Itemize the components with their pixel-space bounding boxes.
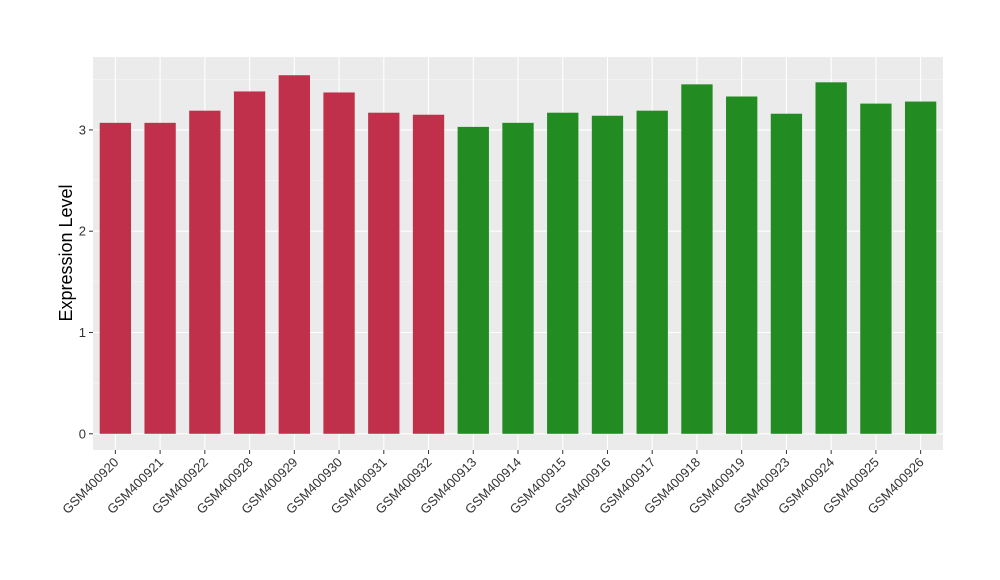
bar-GSM400931 — [368, 112, 400, 434]
bar-GSM400932 — [412, 114, 445, 434]
bar-GSM400925 — [860, 103, 892, 434]
bar-GSM400922 — [189, 110, 221, 434]
bar-GSM400926 — [904, 101, 937, 434]
bar-GSM400930 — [323, 92, 355, 434]
bar-GSM400921 — [144, 122, 176, 434]
x-axis-ticks: GSM400920GSM400921GSM400922GSM400928GSM4… — [59, 450, 927, 517]
bar-GSM400914 — [502, 122, 534, 434]
bar-GSM400919 — [726, 96, 758, 434]
bar-GSM400924 — [815, 82, 847, 434]
bar-GSM400923 — [770, 113, 803, 434]
bar-GSM400928 — [233, 91, 266, 434]
bar-GSM400920 — [99, 122, 132, 434]
y-tick-label: 1 — [79, 325, 86, 340]
y-axis-ticks: 0 1 2 3 — [79, 122, 93, 441]
bar-GSM400929 — [278, 75, 310, 434]
y-tick-label: 2 — [79, 224, 86, 239]
bar-GSM400917 — [636, 110, 668, 434]
bar-GSM400916 — [591, 115, 624, 434]
bar-GSM400918 — [681, 84, 713, 434]
y-tick-label: 3 — [79, 122, 86, 137]
y-axis-title: Expression Level — [56, 184, 76, 321]
bars — [99, 75, 937, 434]
y-tick-label: 0 — [79, 426, 86, 441]
bar-GSM400915 — [547, 112, 579, 434]
bar-GSM400913 — [457, 126, 489, 434]
